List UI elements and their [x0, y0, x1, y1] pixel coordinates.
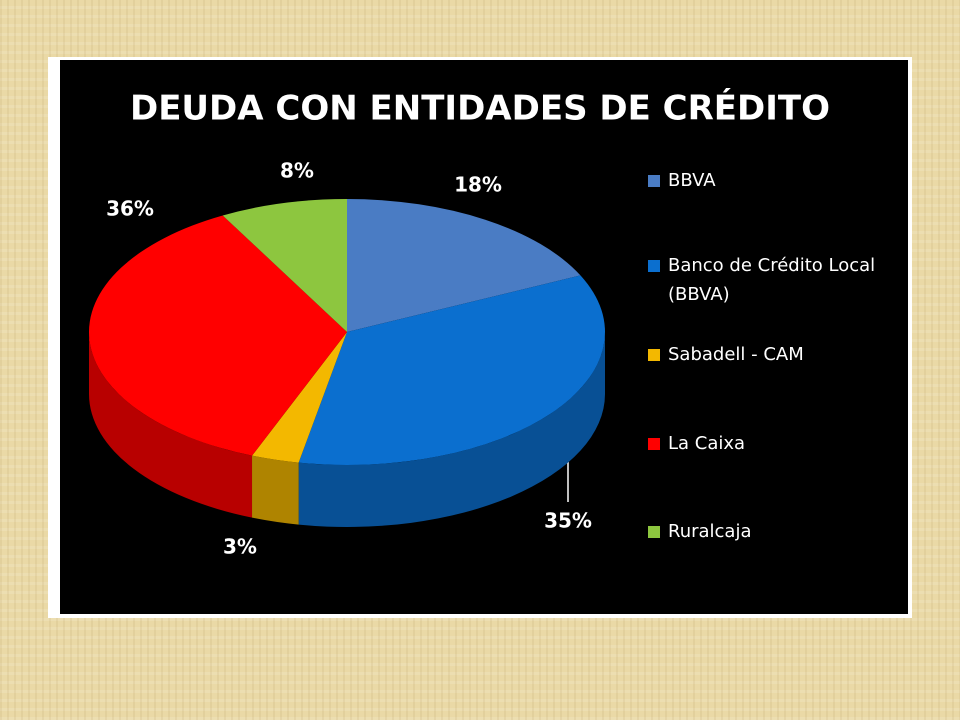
- data-label: 35%: [544, 509, 592, 533]
- data-label: 36%: [106, 197, 154, 221]
- slice: [252, 332, 347, 463]
- legend-label: BBVA: [668, 170, 716, 191]
- slice: [347, 199, 581, 332]
- data-label: 3%: [223, 535, 257, 559]
- slice-side: [252, 455, 299, 525]
- slice-side: [88, 332, 253, 518]
- data-label: 18%: [454, 173, 502, 197]
- chart-title: DEUDA CON ENTIDADES DE CRÉDITO: [130, 88, 830, 129]
- legend-label: Sabadell - CAM: [668, 344, 804, 365]
- legend-label: Ruralcaja: [668, 521, 752, 542]
- legend-label: La Caixa: [668, 433, 746, 454]
- legend-swatch: [648, 349, 660, 361]
- legend-swatch: [648, 175, 660, 187]
- slice: [222, 199, 347, 332]
- legend-swatch: [648, 438, 660, 450]
- legend-swatch: [648, 260, 660, 272]
- slice-side: [298, 332, 605, 527]
- data-label: 8%: [280, 159, 314, 183]
- legend-swatch: [648, 526, 660, 538]
- legend-label: Banco de Crédito Local (BBVA): [668, 255, 876, 305]
- slice: [88, 215, 348, 456]
- slice: [298, 275, 605, 465]
